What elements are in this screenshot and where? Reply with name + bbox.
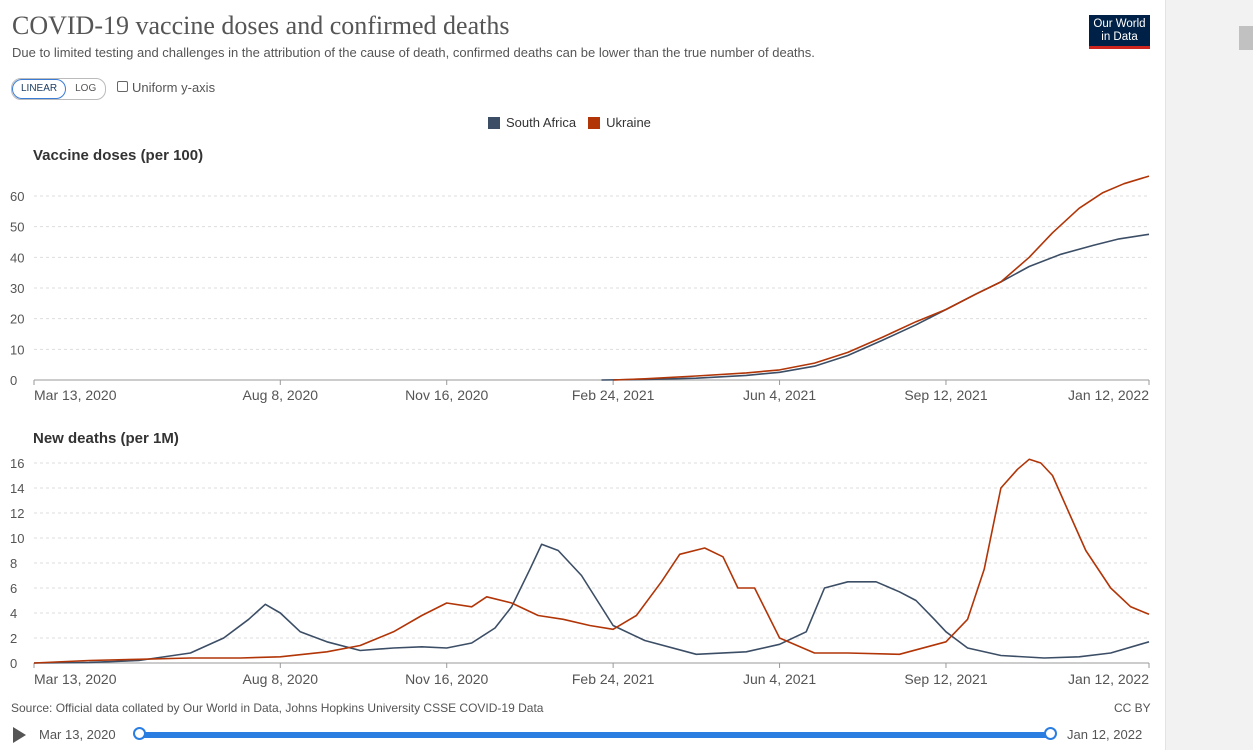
legend-label-south-africa: South Africa xyxy=(506,115,577,130)
logo-line-1: Our World xyxy=(1093,18,1146,30)
x-tick-label-deaths-5: Sep 12, 2021 xyxy=(904,671,988,687)
y-tick-label-deaths-0: 0 xyxy=(10,656,17,671)
x-tick-label-vaccine-3: Feb 24, 2021 xyxy=(572,387,655,403)
logo-line-2: in Data xyxy=(1101,31,1138,43)
x-tick-label-deaths-3: Feb 24, 2021 xyxy=(572,671,655,687)
y-tick-label-vaccine-50: 50 xyxy=(10,220,24,235)
panel-title-deaths: New deaths (per 1M) xyxy=(33,430,179,447)
series-line-vaccine-ukraine xyxy=(613,175,1150,381)
y-tick-label-deaths-2: 2 xyxy=(10,631,17,646)
charts-svg: Vaccine doses (per 100)0102030405060Mar … xyxy=(10,147,1150,687)
timeline-end-handle[interactable] xyxy=(1044,727,1057,740)
timeline-start-handle[interactable] xyxy=(133,727,146,740)
legend: South Africa Ukraine xyxy=(488,115,651,130)
y-tick-label-vaccine-20: 20 xyxy=(10,312,24,327)
y-tick-label-deaths-8: 8 xyxy=(10,556,17,571)
x-tick-label-deaths-0: Mar 13, 2020 xyxy=(34,671,117,687)
uniform-y-axis-label: Uniform y-axis xyxy=(132,80,216,95)
x-tick-label-vaccine-4: Jun 4, 2021 xyxy=(743,387,816,403)
y-tick-label-vaccine-60: 60 xyxy=(10,189,24,204)
page-scrollbar-track[interactable] xyxy=(1165,0,1253,750)
timeline-end-label: Jan 12, 2022 xyxy=(1067,727,1143,742)
scale-toggle: LINEAR LOG xyxy=(11,78,107,100)
x-tick-label-vaccine-6: Jan 12, 2022 xyxy=(1068,387,1149,403)
owid-logo[interactable]: Our World in Data xyxy=(1089,15,1150,49)
legend-swatch-ukraine xyxy=(588,116,601,129)
x-tick-label-vaccine-0: Mar 13, 2020 xyxy=(34,387,117,403)
license-link[interactable]: CC BY xyxy=(1114,701,1151,715)
linear-scale-button[interactable]: LINEAR xyxy=(12,79,67,99)
chart-subtitle: Due to limited testing and challenges in… xyxy=(12,45,815,60)
x-tick-label-deaths-2: Nov 16, 2020 xyxy=(405,671,488,687)
y-tick-label-deaths-12: 12 xyxy=(10,506,24,521)
x-tick-label-vaccine-2: Nov 16, 2020 xyxy=(405,387,488,403)
checkbox-icon xyxy=(117,81,128,92)
timeline-start-label: Mar 13, 2020 xyxy=(39,727,116,742)
y-tick-label-vaccine-0: 0 xyxy=(10,373,17,388)
legend-item-south-africa[interactable]: South Africa xyxy=(488,115,576,130)
page-scrollbar-thumb[interactable] xyxy=(1239,26,1253,50)
x-tick-label-deaths-6: Jan 12, 2022 xyxy=(1068,671,1149,687)
y-tick-label-vaccine-40: 40 xyxy=(10,250,24,265)
panel-title-vaccine: Vaccine doses (per 100) xyxy=(33,147,203,164)
y-tick-label-vaccine-10: 10 xyxy=(10,342,24,357)
x-tick-label-vaccine-1: Aug 8, 2020 xyxy=(243,387,319,403)
x-tick-label-vaccine-5: Sep 12, 2021 xyxy=(904,387,988,403)
y-tick-label-deaths-16: 16 xyxy=(10,456,24,471)
y-tick-label-deaths-4: 4 xyxy=(10,606,17,621)
y-tick-label-vaccine-30: 30 xyxy=(10,281,24,296)
timeline-track[interactable] xyxy=(140,732,1050,738)
series-line-deaths-ukraine xyxy=(33,458,1150,664)
chart-title: COVID-19 vaccine doses and confirmed dea… xyxy=(12,11,510,40)
uniform-y-axis-checkbox[interactable]: Uniform y-axis xyxy=(117,80,215,95)
x-tick-label-deaths-1: Aug 8, 2020 xyxy=(243,671,319,687)
y-tick-label-deaths-10: 10 xyxy=(10,531,24,546)
legend-item-ukraine[interactable]: Ukraine xyxy=(588,115,651,130)
series-line-deaths-south-africa xyxy=(33,543,1150,664)
log-scale-button[interactable]: LOG xyxy=(75,83,97,94)
play-icon[interactable] xyxy=(13,727,26,743)
x-tick-label-deaths-4: Jun 4, 2021 xyxy=(743,671,816,687)
legend-label-ukraine: Ukraine xyxy=(606,115,651,130)
source-note: Source: Official data collated by Our Wo… xyxy=(11,701,544,715)
y-tick-label-deaths-6: 6 xyxy=(10,581,17,596)
series-line-vaccine-south-africa xyxy=(601,233,1150,381)
y-tick-label-deaths-14: 14 xyxy=(10,481,24,496)
legend-swatch-south-africa xyxy=(488,116,500,129)
